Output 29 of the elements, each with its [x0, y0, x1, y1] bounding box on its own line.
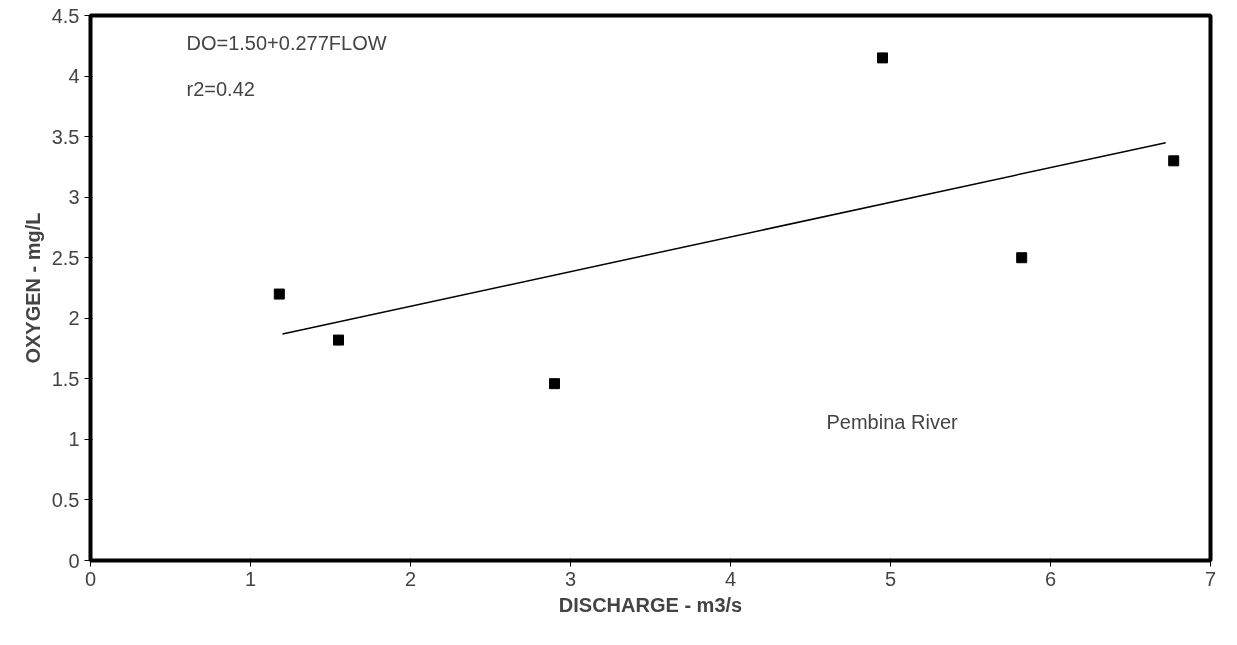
y-tick-label: 0 — [68, 549, 80, 572]
x-tick-label: 7 — [1204, 567, 1217, 590]
x-tick-label: 6 — [1044, 567, 1057, 590]
point — [1168, 155, 1180, 167]
y-tick-label: 3.5 — [51, 125, 80, 148]
point — [549, 378, 560, 390]
x-tick-label: 1 — [244, 567, 257, 590]
annotation: r2=0.42 — [186, 77, 255, 100]
y-tick-label: 1.5 — [51, 367, 80, 390]
y-tick-label: 3 — [68, 186, 80, 209]
y-tick-label: 4.5 — [51, 4, 80, 27]
y-tick-label: 4 — [68, 65, 80, 88]
x-tick-label: 3 — [564, 567, 577, 590]
point — [1016, 252, 1028, 264]
x-tick-label: 2 — [404, 567, 417, 590]
y-tick-label: 2.5 — [51, 246, 80, 269]
x-tick-label: 0 — [84, 567, 97, 590]
x-tick-label: 5 — [884, 567, 897, 590]
y-tick-label: 0.5 — [51, 488, 80, 511]
x-axis-title: DISCHARGE - m3/s — [558, 593, 743, 616]
x-tick-label: 4 — [724, 567, 737, 590]
annotation: DO=1.50+0.277FLOW — [186, 31, 387, 54]
y-tick-label: 2 — [68, 307, 80, 330]
annotation: Pembina River — [826, 410, 958, 433]
point — [273, 288, 285, 300]
y-axis-title: OXYGEN - mg/L — [21, 212, 44, 364]
point — [333, 334, 344, 346]
point — [877, 52, 888, 64]
y-tick-label: 1 — [68, 428, 80, 451]
